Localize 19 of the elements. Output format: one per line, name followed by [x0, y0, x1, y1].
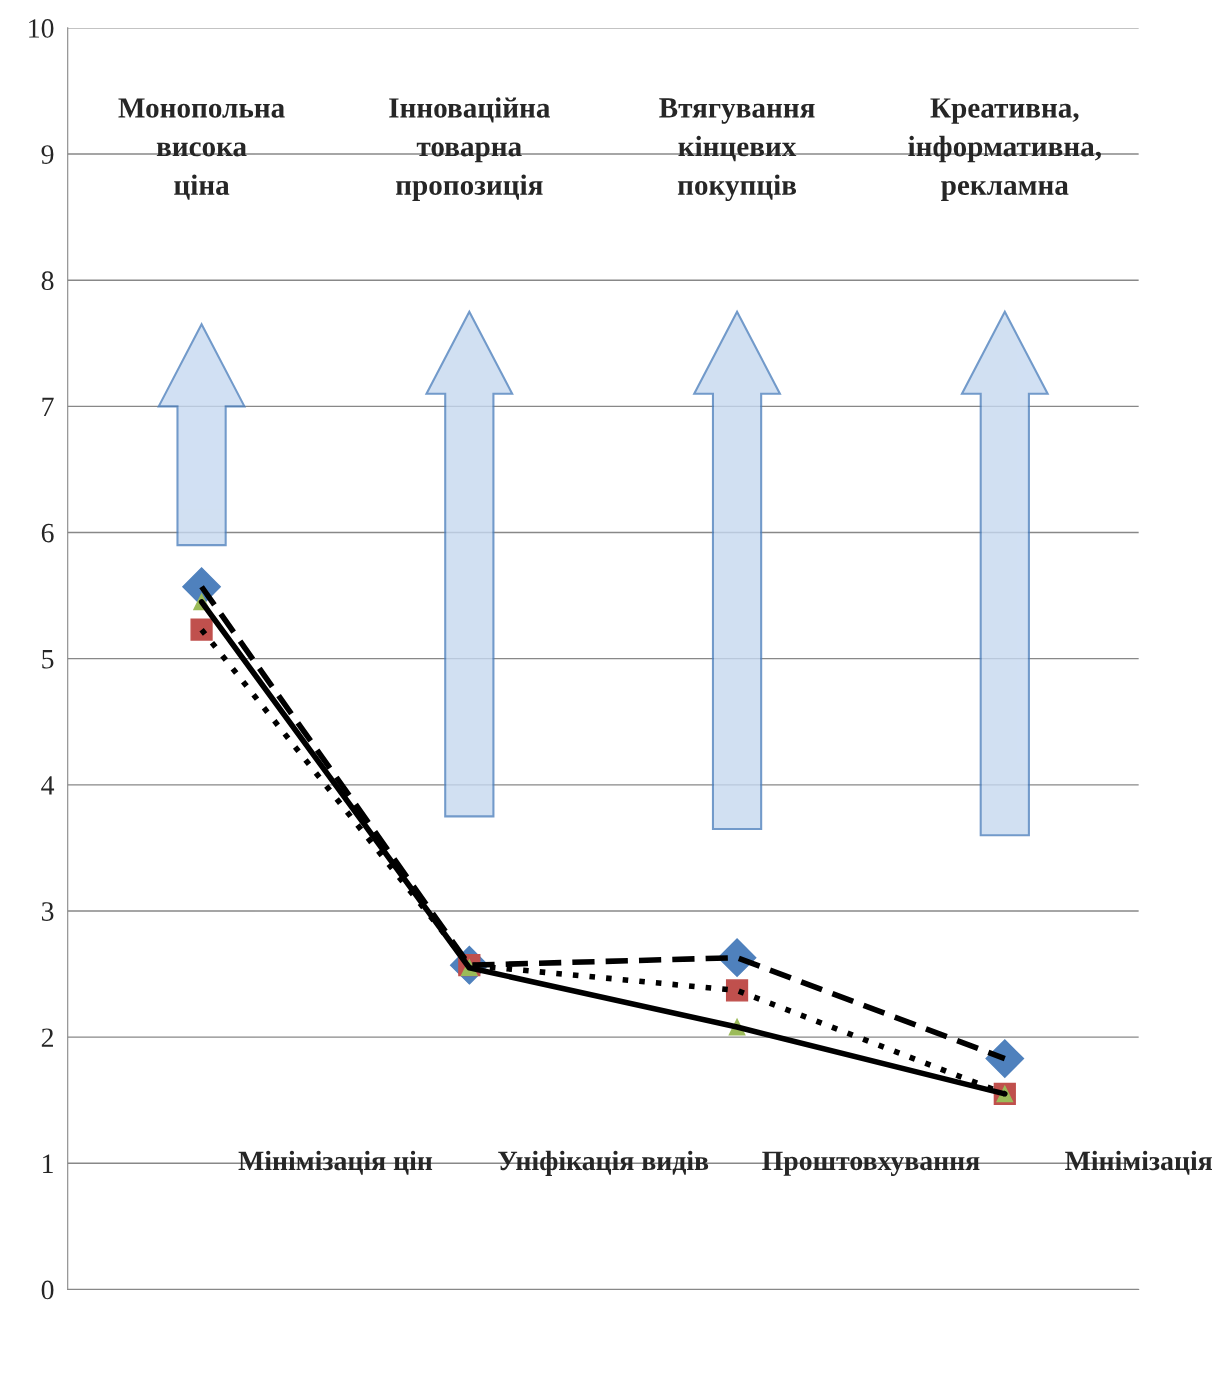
- annotation: Мінімізація: [1065, 1150, 1212, 1175]
- y-tick-label: 10: [29, 19, 54, 38]
- annotation: Інноваційна товарна пропозиція: [389, 97, 550, 201]
- annotation: Уніфікація видів: [498, 1150, 709, 1176]
- y-tick-label: 3: [41, 902, 54, 921]
- y-tick-label: 5: [42, 650, 54, 669]
- annotation: Втягування кінцевих покупців: [659, 98, 815, 201]
- annotation: Креативна, інформативна, рекламна: [908, 98, 1101, 201]
- y-tick-label: 8: [41, 271, 54, 291]
- y-tick-label: 4: [41, 776, 55, 795]
- annotation: Мінімізація цін: [238, 1150, 433, 1175]
- annotation: Проштовхування: [762, 1151, 980, 1176]
- y-tick-label: 7: [42, 397, 54, 416]
- annotation: Монопольна висока ціна: [118, 98, 285, 200]
- y-tick-label: 1: [43, 1154, 53, 1173]
- y-tick-label: 0: [41, 1280, 54, 1300]
- y-tick-label: 6: [41, 523, 54, 543]
- y-tick-label: 2: [41, 1028, 53, 1047]
- y-tick-label: 9: [41, 145, 54, 164]
